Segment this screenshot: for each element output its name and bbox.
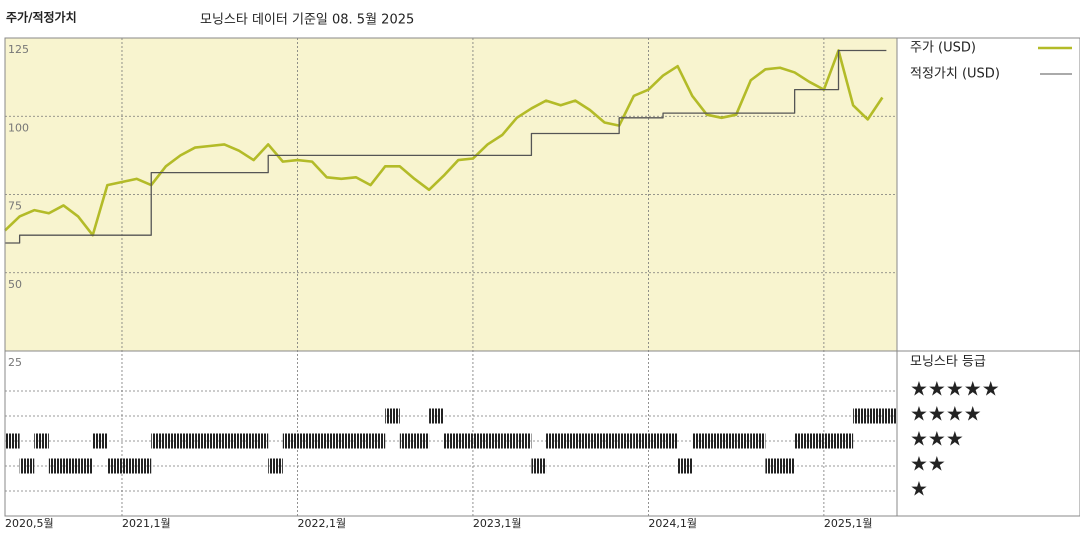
x-tick-label: 2020,5월	[5, 517, 54, 530]
rating-bar	[326, 433, 342, 449]
rating-bar	[677, 458, 693, 474]
rating-label: ★★★★	[910, 402, 982, 426]
rating-bar	[765, 458, 781, 474]
rating-bar	[692, 433, 707, 449]
rating-title: 모닝스타 등급	[910, 355, 986, 370]
rating-bar	[268, 458, 283, 474]
chart-title: 주가/적정가치	[6, 10, 77, 25]
rating-bar	[151, 433, 166, 449]
rating-bar	[297, 433, 313, 449]
rating-bar	[370, 433, 386, 449]
rating-bar	[546, 433, 561, 449]
rating-label: ★★	[910, 452, 946, 476]
rating-bar	[458, 433, 473, 449]
rating-bar	[136, 458, 152, 474]
rating-bar	[180, 433, 196, 449]
rating-bar	[19, 458, 35, 474]
rating-bar	[312, 433, 327, 449]
rating-bar	[516, 433, 532, 449]
rating-bar	[750, 433, 766, 449]
rating-bar	[48, 458, 64, 474]
rating-bar	[502, 433, 517, 449]
rating-bar	[224, 433, 239, 449]
rating-bar	[282, 433, 298, 449]
x-tick-label: 2025,1월	[824, 517, 873, 530]
rating-bar	[604, 433, 620, 449]
rating-bar	[355, 433, 371, 449]
legend-label: 주가 (USD)	[910, 41, 976, 56]
rating-label: ★	[910, 477, 928, 501]
rating-bar	[619, 433, 634, 449]
rating-bar	[736, 433, 751, 449]
rating-bar	[5, 433, 20, 449]
frame	[4, 37, 1080, 517]
rating-bar	[121, 458, 137, 474]
rating-bar	[867, 408, 883, 424]
rating-bar	[253, 433, 269, 449]
rating-bar	[78, 458, 93, 474]
rating-bar	[414, 433, 430, 449]
rating-bar	[443, 433, 459, 449]
rating-bar	[809, 433, 824, 449]
legend-label: 적정가치 (USD)	[910, 67, 1000, 82]
rating-bar	[238, 433, 254, 449]
series-line	[5, 49, 887, 244]
rating-bar	[531, 458, 547, 474]
rating-bar	[794, 433, 810, 449]
rating-bar	[663, 433, 678, 449]
rating-bar	[823, 433, 839, 449]
rating-bar	[721, 433, 737, 449]
rating-bar	[706, 433, 722, 449]
rating-bar	[429, 408, 444, 424]
x-tick-label: 2021,1월	[122, 517, 171, 530]
rating-label: ★★★	[910, 427, 964, 451]
rating-bar	[209, 433, 225, 449]
rating-bar	[63, 458, 79, 474]
rating-bar	[385, 408, 400, 424]
rating-bar	[165, 433, 181, 449]
y-tick-label: 50	[8, 278, 22, 291]
y-tick-label: 25	[8, 356, 22, 369]
rating-bar	[560, 433, 576, 449]
chart-subtitle: 모닝스타 데이터 기준일 08. 5월 2025	[200, 13, 414, 28]
y-tick-label: 100	[8, 121, 29, 134]
rating-bar	[853, 408, 868, 424]
rating-bar	[472, 433, 488, 449]
rating-bar	[633, 433, 649, 449]
rating-label: ★★★★★	[910, 377, 1000, 401]
x-tick-label: 2023,1월	[473, 517, 522, 530]
rating-bar	[838, 433, 854, 449]
rating-bar	[341, 433, 356, 449]
rating-bar	[92, 433, 108, 449]
x-tick-label: 2022,1월	[297, 517, 346, 530]
rating-bar	[589, 433, 605, 449]
rating-bar	[399, 433, 415, 449]
y-tick-label: 75	[8, 200, 22, 213]
rating-bar	[780, 458, 795, 474]
x-tick-label: 2024,1월	[648, 517, 697, 530]
rating-bar	[34, 433, 49, 449]
rating-bar	[487, 433, 503, 449]
rating-bar	[882, 408, 897, 424]
rating-bar	[107, 458, 122, 474]
rating-bar	[648, 433, 664, 449]
rating-bar	[195, 433, 210, 449]
rating-bar	[575, 433, 590, 449]
y-tick-label: 125	[8, 43, 29, 56]
